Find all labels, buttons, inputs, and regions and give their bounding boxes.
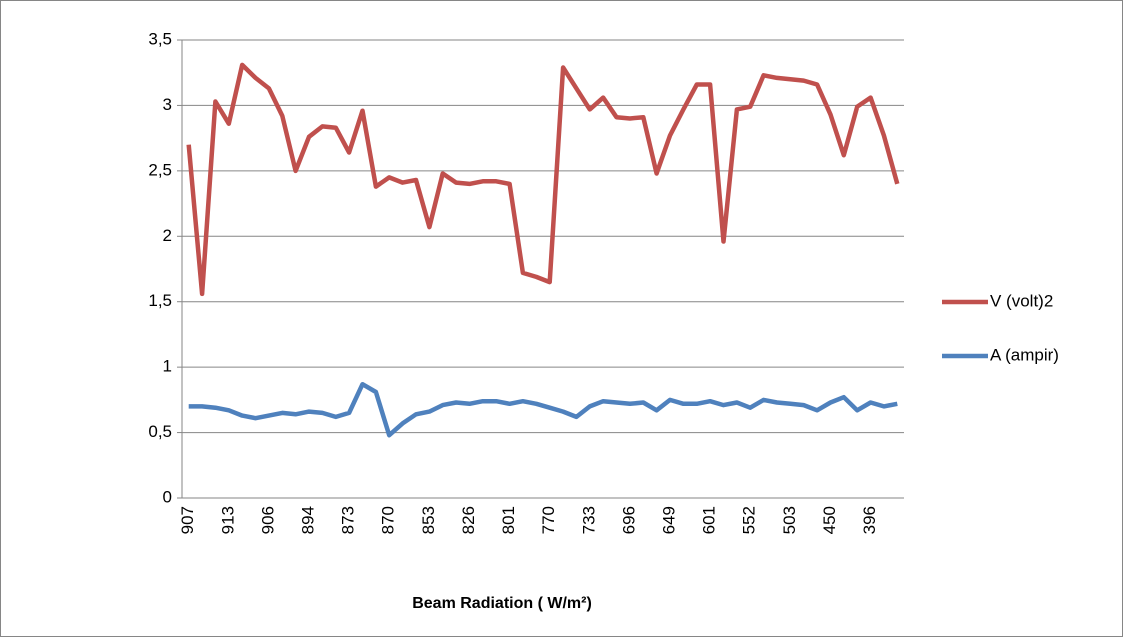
x-tick-label: 870: [379, 506, 398, 534]
y-tick-label: 1,5: [148, 291, 172, 310]
x-tick-label: 906: [258, 506, 277, 534]
x-tick-label: 450: [820, 506, 839, 534]
x-tick-label: 826: [459, 506, 478, 534]
data-line: [188, 381, 898, 438]
x-axis-title: Beam Radiation ( W/m²): [412, 595, 592, 612]
y-tick-label: 0: [163, 487, 172, 506]
x-tick-label: 733: [579, 506, 598, 534]
x-tick-label: 853: [419, 506, 438, 534]
x-tick-label: 801: [499, 506, 518, 534]
x-tick-label: 649: [660, 506, 679, 534]
legend-label: V (volt)2: [990, 291, 1053, 310]
x-tick-label: 770: [539, 506, 558, 534]
y-tick-label: 2,5: [148, 160, 172, 179]
x-tick-label: 601: [700, 506, 719, 534]
x-tick-label: 552: [740, 506, 759, 534]
x-tick-label: 696: [619, 506, 638, 534]
x-tick-label: 907: [178, 506, 197, 534]
x-tick-label: 396: [860, 506, 879, 534]
y-tick-label: 2: [163, 226, 172, 245]
y-tick-label: 1: [163, 357, 172, 376]
y-tick-label: 3: [163, 95, 172, 114]
x-tick-label: 873: [339, 506, 358, 534]
legend-label: A (ampir): [990, 345, 1059, 364]
y-tick-label: 3,5: [148, 29, 172, 48]
data-line: [186, 62, 900, 297]
y-tick-label: 0,5: [148, 422, 172, 441]
x-tick-label: 913: [218, 506, 237, 534]
x-tick-label: 503: [780, 506, 799, 534]
x-tick-label: 894: [299, 506, 318, 534]
